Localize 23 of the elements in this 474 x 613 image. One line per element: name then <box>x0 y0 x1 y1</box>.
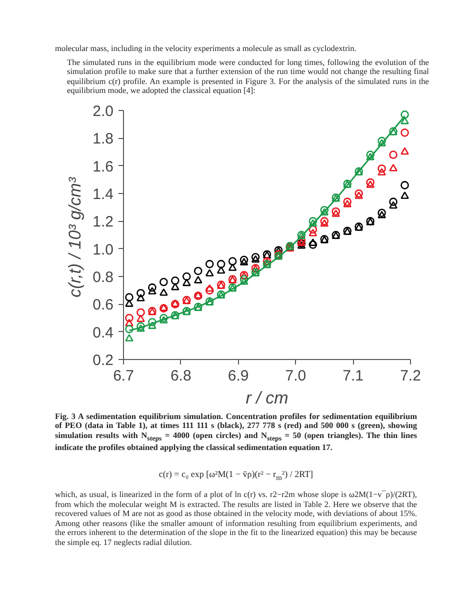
y-tick-label: 1.2 <box>92 213 114 230</box>
x-tick-label: 6.7 <box>113 367 134 384</box>
y-tick-label: 0.8 <box>92 268 114 286</box>
caption: Fig. 3 A sedimentation equilibrium simulation. Concentration profiles for sedimentation equilibrium of PEO (data in Table 1), at times 111 111 s (black), 277 778 s (red) and 500 000 s (green), showing simulation results with N$_{steps}$ = 4000 (open circles) and N$_{steps}$ = 50 (open triangles). The thin lines indicate the profiles obtained applying the classical sedimentation equation 17. <box>55 412 418 453</box>
y-tick-label: 1.4 <box>92 186 114 203</box>
y-axis-title: c(r,t) / 10³ g/cm³ <box>66 176 85 297</box>
y-tick-label: 2.0 <box>92 102 114 120</box>
y-tick-label: 0.4 <box>92 324 114 341</box>
x-tick-label: 6.9 <box>228 367 249 384</box>
text: The simulated runs in the equilibrium mode were conducted for long times, following the evolution of the simulation profile to make sure that a further extension of the run time would not change the resulting final equilibrium c(r) profile. An example is presented in Figure 3. For the analysis of the simulated runs in the equilibrium mode, we adopted the classical equation [4]: <box>67 58 429 96</box>
x-tick-label: 6.8 <box>170 367 192 384</box>
y-tick-label: 1.6 <box>92 158 114 175</box>
y-tick-label: 0.2 <box>92 352 114 369</box>
x-tick-label: 7.2 <box>400 367 421 384</box>
x-tick-label: 7.0 <box>285 367 306 384</box>
y-tick-label: 1.0 <box>92 240 114 258</box>
x-axis-title: r / cm <box>246 388 288 408</box>
text: molecular mass, including in the velocity experiments a molecule as small as cyclodextrin. <box>55 44 356 54</box>
y-tick-label: 0.6 <box>92 296 114 314</box>
text: which, as usual, is linearized in the form of a plot of ln c(r) vs. r2−r2m whose slope is ω2M(1−v¯ρ)/(2RT), from which the molecular weight M is extracted. The results are listed in Table 2. Here we observe that the recovered values of M are not as good as those obtained in the velocity mode, with deviations of about 15%. Among other reasons (like the smaller amount of information resulting from equilibrium experiments, and the errors inherent to the determination of the slope in the fit to the linearized equation) this may be because the simple eq. 17 neglects radial dilution. <box>55 490 417 548</box>
x-tick-label: 7.1 <box>342 367 364 384</box>
y-tick-label: 1.8 <box>92 130 114 148</box>
text: c(r) = c₀ exp [ω²M(1 − v̄ρ)(r² − r$_{m}$²) / 2RT] <box>158 468 314 482</box>
